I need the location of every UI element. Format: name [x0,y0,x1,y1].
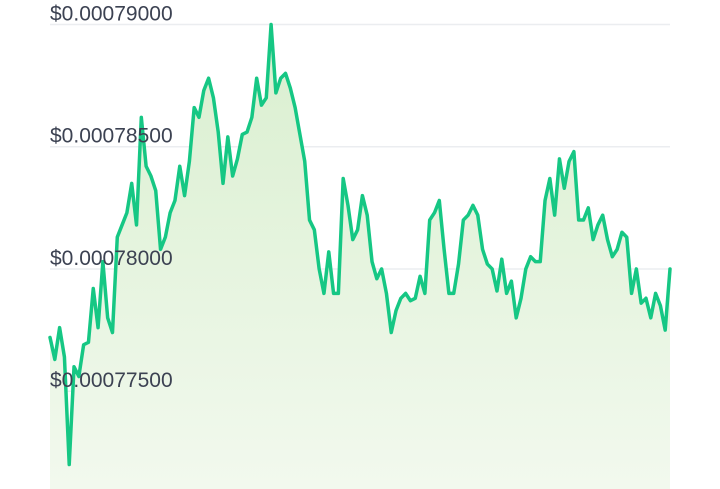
price-line [48,22,672,467]
y-tick-label: $0.00077500 [50,369,173,392]
y-tick-label: $0.00078000 [50,247,173,270]
y-tick-label: $0.00078500 [50,125,173,148]
y-axis-tick-labels: $0.00079000 $0.00078500 $0.00078000 $0.0007… [50,2,173,392]
price-area-fill [50,24,670,489]
y-tick-label: $0.00079000 [50,2,173,25]
